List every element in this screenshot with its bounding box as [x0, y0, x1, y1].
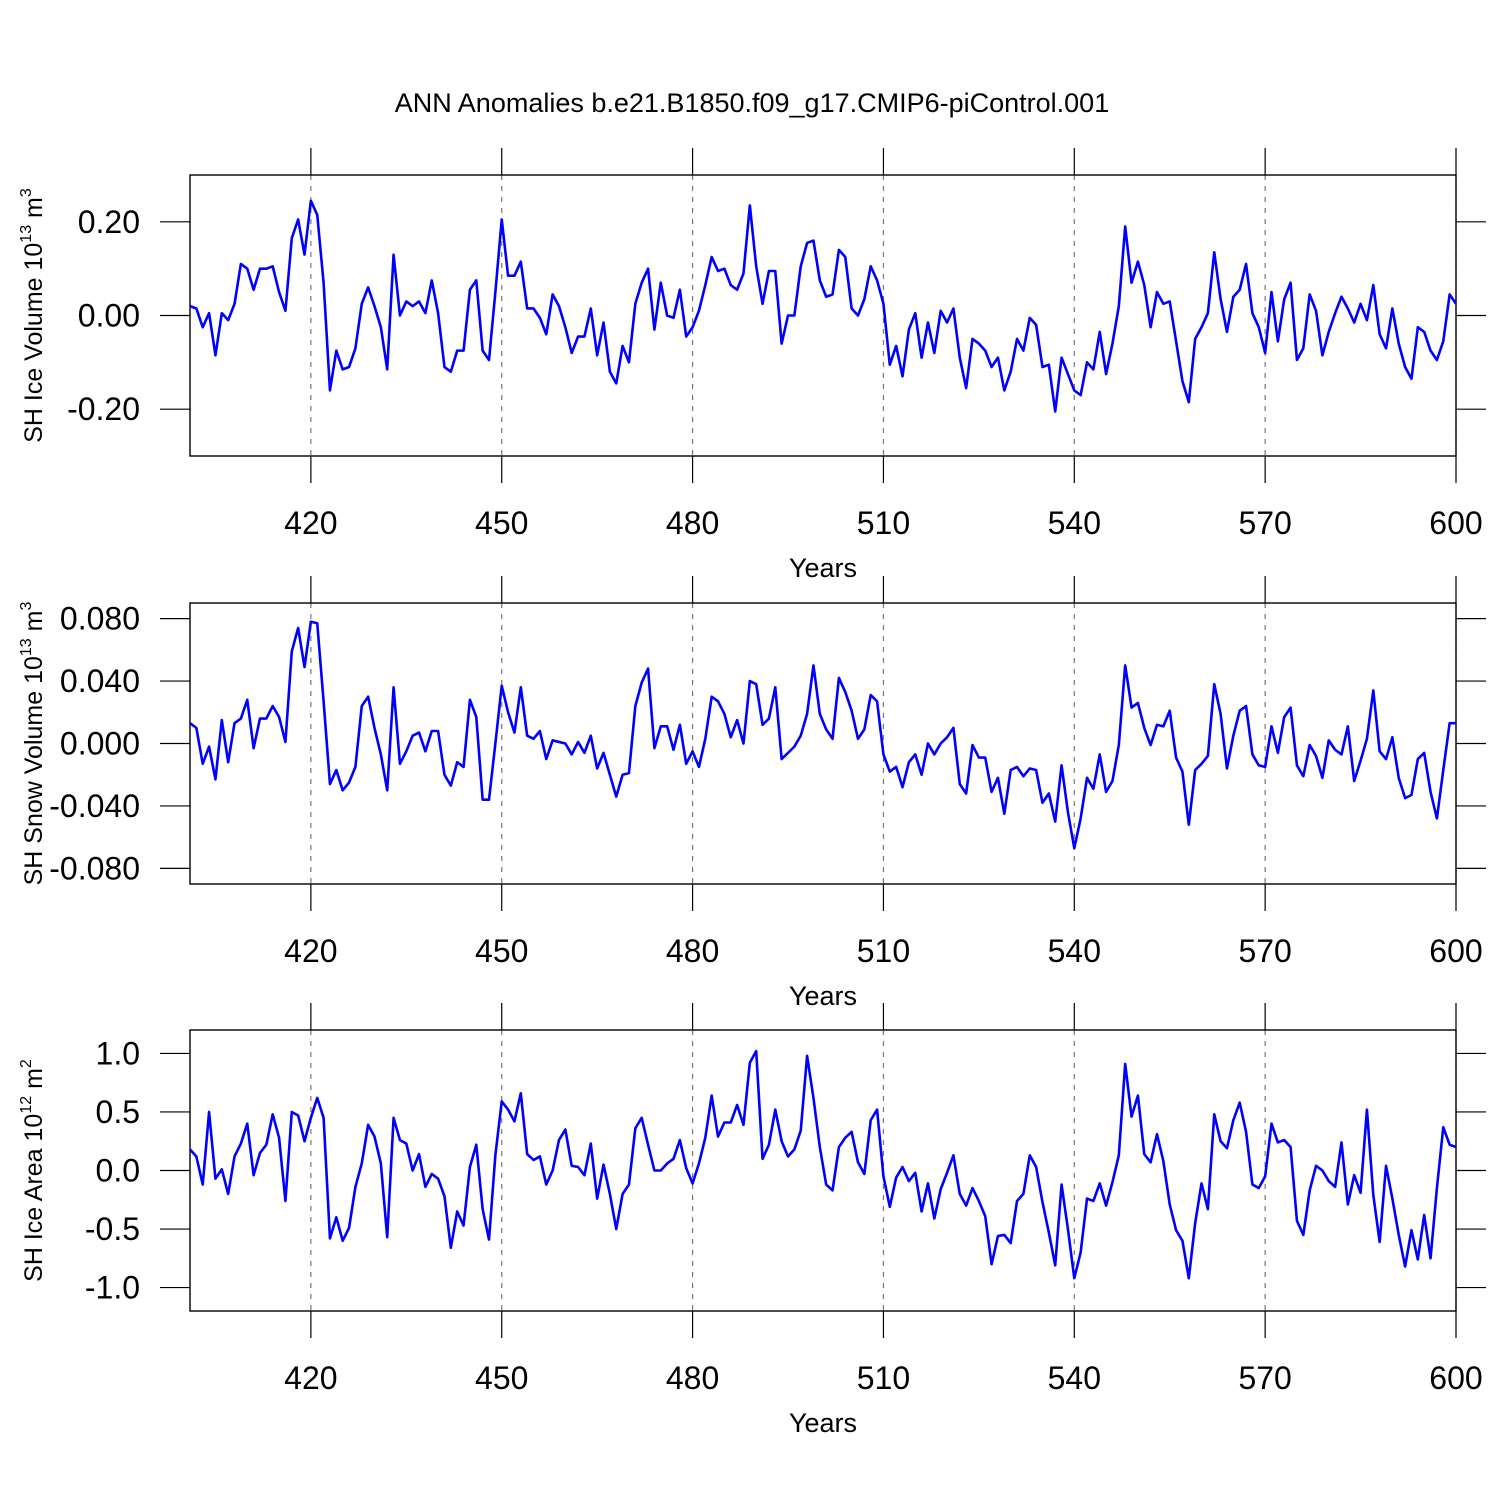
- x-tick-label: 480: [666, 933, 719, 969]
- figure-title: ANN Anomalies b.e21.B1850.f09_g17.CMIP6-…: [395, 88, 1109, 118]
- y-axis-title-exponent: 3: [18, 602, 35, 611]
- x-axis-title: Years: [789, 981, 857, 1011]
- y-tick-label: 0.20: [78, 204, 140, 240]
- x-tick-label: 450: [475, 1360, 528, 1396]
- x-axis-title: Years: [789, 1408, 857, 1438]
- x-tick-label: 540: [1048, 1360, 1101, 1396]
- x-tick-label: 420: [284, 933, 337, 969]
- y-axis-title-part: m: [20, 1068, 48, 1096]
- plot-frame: [189, 602, 1457, 885]
- y-tick-label: -0.080: [49, 850, 140, 886]
- x-tick-label: 600: [1429, 505, 1482, 541]
- x-tick-label: 570: [1238, 505, 1291, 541]
- x-tick-label: 450: [475, 505, 528, 541]
- y-axis-title-exponent: 13: [18, 225, 35, 243]
- x-tick-label: 420: [284, 1360, 337, 1396]
- x-tick-label: 480: [666, 505, 719, 541]
- y-tick-label: 0.5: [96, 1094, 140, 1130]
- y-axis-title-exponent: 13: [18, 638, 35, 656]
- y-axis-title-exponent: 12: [18, 1096, 35, 1114]
- x-tick-label: 600: [1429, 1360, 1482, 1396]
- data-line: [189, 199, 1458, 413]
- y-tick-label: 0.040: [60, 663, 140, 699]
- y-tick-label: 0.000: [60, 726, 140, 762]
- y-tick-label: -0.040: [49, 788, 140, 824]
- y-axis-title: SH Ice Volume 1013 m3: [18, 188, 48, 443]
- x-tick-label: 600: [1429, 933, 1482, 969]
- y-tick-label: 0.080: [60, 601, 140, 637]
- y-axis-title: SH Snow Volume 1013 m3: [18, 602, 48, 886]
- y-axis-title-exponent: 2: [18, 1059, 35, 1068]
- y-tick-label: -1.0: [85, 1270, 140, 1306]
- data-line: [189, 1049, 1457, 1280]
- plot-frame: [189, 1029, 1457, 1312]
- x-tick-label: 540: [1048, 933, 1101, 969]
- y-tick-label: 0.00: [78, 298, 140, 334]
- x-tick-label: 480: [666, 1360, 719, 1396]
- y-tick-label: 1.0: [96, 1035, 140, 1071]
- y-axis-title-part: SH Ice Volume 10: [20, 243, 48, 443]
- x-tick-label: 510: [857, 933, 910, 969]
- plot-frame: [189, 174, 1457, 457]
- x-tick-label: 510: [857, 505, 910, 541]
- x-tick-label: 420: [284, 505, 337, 541]
- y-tick-label: 0.0: [96, 1153, 140, 1189]
- data-line: [189, 620, 1456, 850]
- x-tick-label: 570: [1238, 933, 1291, 969]
- x-tick-label: 510: [857, 1360, 910, 1396]
- x-tick-label: 540: [1048, 505, 1101, 541]
- y-axis-title-part: SH Ice Area 10: [20, 1114, 48, 1282]
- y-tick-label: -0.5: [85, 1211, 140, 1247]
- y-axis-title: SH Ice Area 1012 m2: [18, 1059, 48, 1282]
- y-axis-title-exponent: 3: [18, 188, 35, 197]
- x-axis-title: Years: [789, 553, 857, 583]
- y-axis-title-part: m: [20, 611, 48, 639]
- y-axis-title-part: SH Snow Volume 10: [20, 656, 48, 885]
- y-tick-label: -0.20: [67, 391, 140, 427]
- x-tick-label: 570: [1238, 1360, 1291, 1396]
- x-tick-label: 450: [475, 933, 528, 969]
- y-axis-title-part: m: [20, 197, 48, 225]
